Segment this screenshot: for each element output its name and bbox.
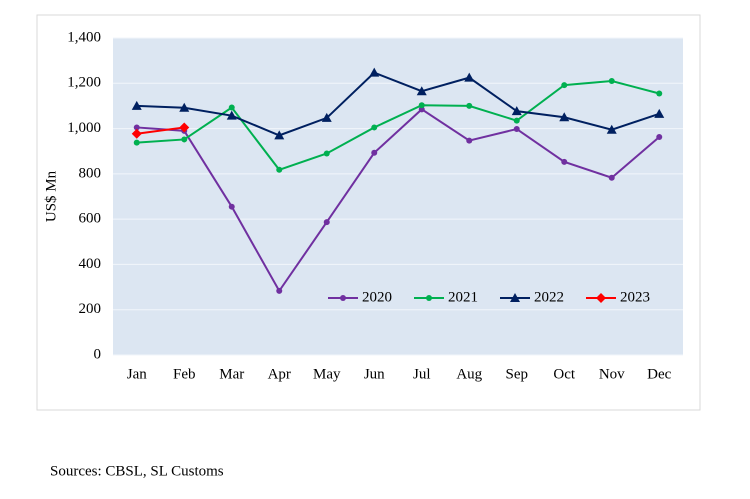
marker [274, 130, 285, 140]
marker [656, 90, 663, 97]
x-tick-label: Feb [173, 366, 196, 382]
marker [181, 136, 188, 143]
marker [606, 124, 617, 134]
plot-area [113, 38, 683, 355]
marker [561, 82, 568, 89]
marker [561, 158, 568, 165]
source-note: Sources: CBSL, SL Customs [50, 463, 224, 479]
y-axis-label: US$ Mn [43, 170, 59, 222]
series-line [136, 71, 660, 137]
y-tick-label: 1,200 [67, 75, 101, 91]
marker [608, 78, 615, 85]
marker [371, 124, 378, 131]
marker [131, 100, 142, 110]
marker [426, 295, 432, 301]
y-tick-label: 1,000 [67, 120, 101, 136]
series-line [136, 126, 185, 135]
y-tick-label: 400 [79, 256, 102, 272]
legend-label: 2021 [448, 289, 478, 305]
marker [369, 67, 380, 77]
legend-label: 2020 [362, 289, 392, 305]
marker [133, 124, 140, 131]
x-tick-label: Jan [127, 366, 147, 382]
marker [513, 126, 520, 133]
marker [228, 104, 235, 111]
marker [371, 149, 378, 156]
marker [418, 102, 425, 109]
legend-label: 2022 [534, 289, 564, 305]
marker [464, 72, 475, 82]
marker [608, 174, 615, 181]
x-tick-label: Oct [553, 366, 575, 382]
marker [276, 287, 283, 294]
marker [654, 108, 665, 118]
x-tick-label: Aug [456, 366, 482, 382]
y-tick-label: 600 [79, 211, 102, 227]
marker [228, 203, 235, 210]
marker [510, 293, 520, 302]
marker [133, 139, 140, 146]
marker [416, 86, 427, 96]
marker [511, 106, 522, 116]
series-line [136, 80, 660, 171]
marker [276, 166, 283, 173]
y-tick-label: 800 [79, 165, 102, 181]
y-tick-label: 200 [79, 301, 102, 317]
marker [179, 102, 190, 112]
marker [466, 102, 473, 109]
x-tick-label: Sep [506, 366, 529, 382]
marker [323, 150, 330, 157]
marker [321, 112, 332, 122]
marker [596, 293, 606, 303]
marker [179, 122, 190, 133]
x-tick-label: Jun [364, 366, 385, 382]
x-tick-label: May [313, 366, 341, 382]
y-tick-label: 1,400 [67, 29, 101, 45]
marker [340, 295, 346, 301]
x-tick-label: Dec [647, 366, 671, 382]
marker [656, 133, 663, 140]
x-tick-label: Nov [599, 366, 625, 382]
marker [131, 128, 142, 139]
x-tick-label: Mar [219, 366, 244, 382]
y-tick-label: 0 [94, 346, 102, 362]
marker [559, 112, 570, 122]
x-tick-label: Jul [413, 366, 431, 382]
series-line [136, 108, 660, 293]
x-tick-label: Apr [268, 366, 291, 382]
marker [226, 110, 237, 120]
marker [466, 137, 473, 144]
legend-label: 2023 [620, 289, 650, 305]
marker [323, 219, 330, 226]
marker [513, 117, 520, 124]
